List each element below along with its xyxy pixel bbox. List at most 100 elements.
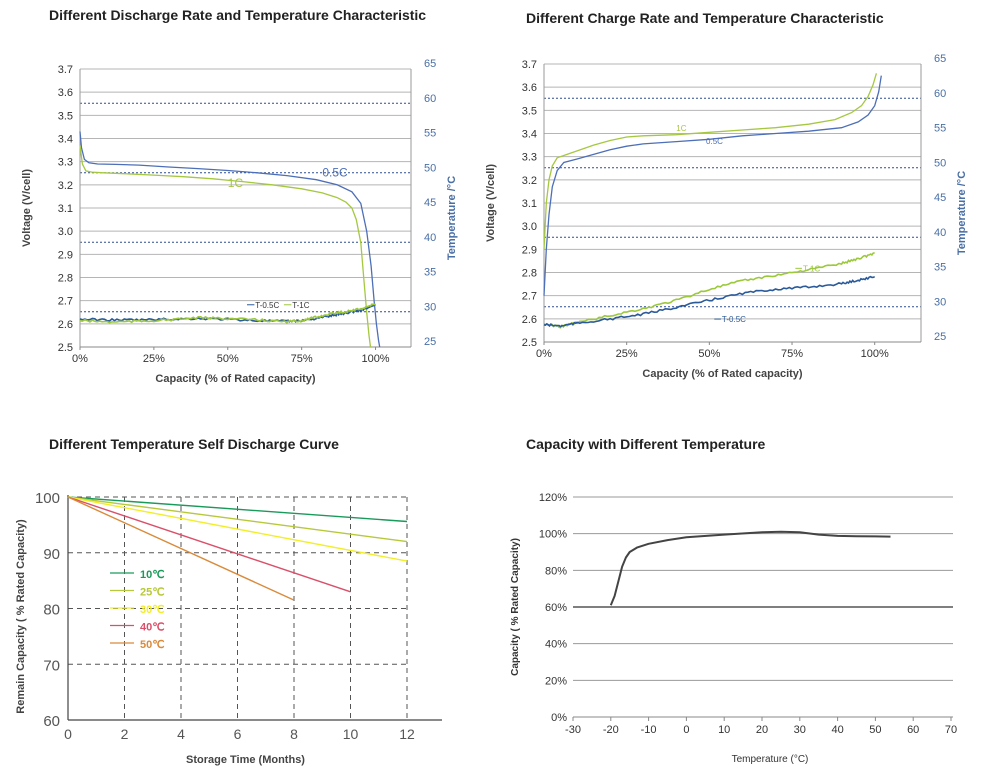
chart-title: Different Charge Rate and Temperature Ch… [526, 10, 884, 26]
y-tick-label: 100% [539, 529, 567, 541]
series-line-1C [543, 73, 878, 250]
x-axis-title: Capacity (% of Rated capacity) [155, 373, 315, 385]
capacity-temperature-chart: 120% 100% 80% 60% 40% 20% 0%-30 -20 -10 0 10 20 30 40… [510, 492, 957, 765]
y-tick-label: 80 [43, 602, 60, 619]
x-tick-label: -20 [603, 724, 619, 736]
y-tick-label: 3.0 [58, 226, 73, 238]
series-line-T-1C [79, 303, 376, 325]
x-tick-label: -10 [641, 724, 657, 736]
legend-label-30℃: 30℃ [140, 604, 165, 616]
y2-tick-label: 35 [934, 262, 946, 274]
x-tick-label: 25% [143, 353, 165, 365]
y2-tick-label: 55 [934, 123, 946, 135]
y-tick-label: 3.4 [522, 129, 537, 141]
legend-label-40℃: 40℃ [140, 622, 165, 634]
y2-tick-label: 55 [424, 128, 436, 140]
self-discharge-chart: 100 90 80 70 600 2 4 6 8 10 12 Storage Time (Months… [15, 490, 442, 766]
legend-label-T-0.5C: T-0.5C [255, 301, 279, 310]
y-tick-label: 3.1 [522, 198, 537, 210]
x-tick-label: -30 [565, 724, 581, 736]
series-line-10℃ [67, 496, 408, 523]
y2-tick-label: 40 [934, 227, 946, 239]
y-tick-label: 3.6 [58, 87, 73, 99]
y-tick-label: 2.5 [58, 342, 73, 354]
x-tick-label: 4 [177, 726, 185, 742]
y2-tick-label: 30 [424, 301, 436, 313]
y2-tick-label: 35 [424, 267, 436, 279]
y-tick-label: 2.6 [58, 319, 73, 331]
y-tick-label: 3.1 [58, 203, 73, 215]
y-axis-title: Voltage (V/cell) [21, 169, 33, 247]
x-tick-label: 6 [234, 726, 242, 742]
y2-tick-label: 65 [934, 53, 946, 65]
y-tick-label: 80% [545, 565, 567, 577]
x-tick-label: 2 [121, 726, 129, 742]
x-axis-title: Temperature (°C) [732, 754, 809, 765]
y-tick-label: 3.0 [522, 221, 537, 233]
y-tick-label: 3.3 [58, 157, 73, 169]
y2-tick-label: 25 [424, 336, 436, 348]
series-line-0.5C [79, 131, 381, 348]
y-axis-title: Remain Capacity ( % Rated Capacity) [15, 519, 27, 714]
y2-tick-label: 60 [934, 88, 946, 100]
chart-title: Different Discharge Rate and Temperature… [49, 7, 427, 23]
legend-label-T-1C: T-1C [292, 301, 310, 310]
x-tick-label: 0% [536, 348, 552, 360]
x-tick-label: 0 [64, 726, 72, 742]
x-tick-label: 30 [794, 724, 806, 736]
y2-tick-label: 50 [934, 157, 946, 169]
y2-tick-label: 45 [934, 192, 946, 204]
x-axis-title: Storage Time (Months) [186, 754, 305, 766]
x-tick-label: 25% [616, 348, 638, 360]
x-tick-label: 50% [217, 353, 239, 365]
y-axis-title: Capacity ( % Rated Capacity) [510, 538, 521, 676]
legend-label-10℃: 10℃ [140, 569, 165, 581]
series-label-0.5C: 0.5C [322, 166, 348, 180]
y2-tick-label: 60 [424, 93, 436, 105]
x-tick-label: 40 [831, 724, 843, 736]
charge-chart: 3.7 3.6 3.5 3.4 3.3 3.2 3.1 3.0 2.9 2.8 2.7 2.6 2.5 6… [485, 53, 968, 380]
y-tick-label: 3.3 [522, 152, 537, 164]
y2-tick-label: 30 [934, 296, 946, 308]
x-tick-label: 10 [343, 726, 359, 742]
y-tick-label: 3.2 [522, 175, 537, 187]
legend-label-T-0.5C: T-0.5C [722, 315, 746, 324]
y-tick-label: 3.5 [522, 105, 537, 117]
series-line-1C [79, 145, 372, 348]
x-tick-label: 8 [290, 726, 298, 742]
y-tick-label: 120% [539, 492, 567, 504]
discharge-chart: 3.7 3.6 3.5 3.4 3.3 3.2 3.1 3.0 2.9 2.8 2.7 2.6 2.5 6… [21, 58, 458, 385]
y-tick-label: 2.8 [58, 273, 73, 285]
y-tick-label: 2.9 [58, 249, 73, 261]
series-line-30℃ [67, 496, 408, 562]
y-tick-label: 40% [545, 639, 567, 651]
self-discharge-chart-panel: Different Temperature Self Discharge Cur… [0, 420, 500, 780]
series-line-T-0.5C [543, 275, 876, 328]
y-tick-label: 70 [43, 657, 60, 674]
y-axis-title: Voltage (V/cell) [485, 164, 497, 242]
x-tick-label: 50% [698, 348, 720, 360]
x-tick-label: 70 [945, 724, 957, 736]
series-line-capacity [609, 530, 891, 606]
series-line-0.5C [543, 75, 882, 296]
y2-tick-label: 65 [424, 58, 436, 70]
y-tick-label: 20% [545, 675, 567, 687]
series-label-1C: 1C [676, 124, 686, 133]
chart-title: Different Temperature Self Discharge Cur… [49, 436, 339, 452]
y-tick-label: 3.2 [58, 180, 73, 192]
y-tick-label: 2.9 [522, 244, 537, 256]
x-tick-label: 100% [361, 353, 389, 365]
y-tick-label: 2.6 [522, 314, 537, 326]
y-tick-label: 0% [551, 712, 567, 724]
legend-label-50℃: 50℃ [140, 639, 165, 651]
chart-title: Capacity with Different Temperature [526, 436, 766, 452]
y-tick-label: 2.8 [522, 268, 537, 280]
y-tick-label: 60 [43, 713, 60, 730]
x-tick-label: 12 [399, 726, 415, 742]
y-tick-label: 2.5 [522, 337, 537, 349]
y2-tick-label: 25 [934, 331, 946, 343]
x-tick-label: 60 [907, 724, 919, 736]
discharge-chart-panel: Different Discharge Rate and Temperature… [0, 0, 500, 400]
x-tick-label: 75% [291, 353, 313, 365]
x-tick-label: 0 [683, 724, 689, 736]
